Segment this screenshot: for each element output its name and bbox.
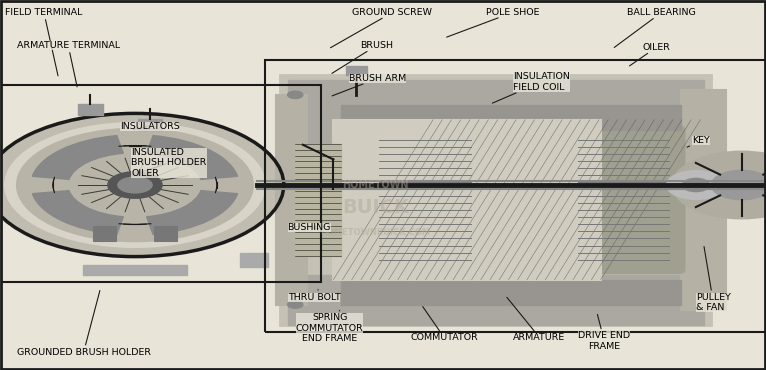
Circle shape <box>683 178 709 192</box>
Text: HOMETOWNBUICK.COM: HOMETOWNBUICK.COM <box>320 228 430 237</box>
Bar <box>0 85 321 282</box>
Text: COMMUTATOR: COMMUTATOR <box>410 307 478 342</box>
Wedge shape <box>146 191 237 234</box>
Text: BALL BEARING: BALL BEARING <box>614 8 696 47</box>
Text: ARMATURE: ARMATURE <box>507 297 565 342</box>
Circle shape <box>0 113 283 257</box>
Bar <box>295 144 341 256</box>
Text: FIELD TERMINAL: FIELD TERMINAL <box>5 8 83 76</box>
Text: INSULATION
FIELD COIL: INSULATION FIELD COIL <box>493 73 570 103</box>
Circle shape <box>16 128 254 242</box>
Text: BRUSH ARM: BRUSH ARM <box>332 74 406 96</box>
Bar <box>287 80 703 150</box>
Text: PULLEY
& FAN: PULLEY & FAN <box>696 246 731 312</box>
Text: BUSHING: BUSHING <box>287 223 331 232</box>
Wedge shape <box>32 136 123 179</box>
Circle shape <box>287 301 303 308</box>
Circle shape <box>673 152 766 218</box>
Bar <box>333 120 601 280</box>
Bar <box>681 90 726 310</box>
Text: KEY: KEY <box>687 137 710 147</box>
Text: ARMATURE TERMINAL: ARMATURE TERMINAL <box>17 41 119 87</box>
Text: BUICK: BUICK <box>342 198 409 216</box>
Circle shape <box>711 170 766 200</box>
Text: BRUSH: BRUSH <box>332 41 393 73</box>
Text: DRIVE END
FRAME: DRIVE END FRAME <box>578 314 630 351</box>
Text: INSULATORS: INSULATORS <box>119 122 179 131</box>
FancyBboxPatch shape <box>364 126 486 273</box>
Bar <box>241 253 268 268</box>
Bar <box>93 226 116 241</box>
Bar <box>341 105 681 130</box>
Text: HOMETOWN: HOMETOWN <box>342 180 408 190</box>
Circle shape <box>117 176 152 194</box>
Circle shape <box>667 171 725 199</box>
Bar <box>341 280 681 305</box>
Text: INSULATED
BRUSH HOLDER
OILER: INSULATED BRUSH HOLDER OILER <box>131 148 207 178</box>
Text: SPRING
COMMUTATOR
END FRAME: SPRING COMMUTATOR END FRAME <box>296 310 363 343</box>
Bar <box>78 104 103 115</box>
Text: GROUNDED BRUSH HOLDER: GROUNDED BRUSH HOLDER <box>17 290 151 357</box>
Wedge shape <box>32 191 123 234</box>
Bar <box>287 275 703 324</box>
Bar <box>154 226 177 241</box>
Bar <box>265 60 766 332</box>
Circle shape <box>287 91 303 98</box>
Text: POLE SHOE: POLE SHOE <box>447 8 539 37</box>
Circle shape <box>4 122 266 248</box>
Text: GROUND SCREW: GROUND SCREW <box>330 8 433 48</box>
Text: THRU BOLT: THRU BOLT <box>287 290 340 302</box>
Bar <box>345 65 367 75</box>
Wedge shape <box>146 136 237 179</box>
Text: OILER: OILER <box>630 43 670 66</box>
Circle shape <box>108 172 162 198</box>
Bar <box>277 95 306 305</box>
Bar <box>138 119 162 130</box>
FancyBboxPatch shape <box>562 126 685 273</box>
Bar <box>280 75 711 324</box>
Bar <box>83 265 187 275</box>
